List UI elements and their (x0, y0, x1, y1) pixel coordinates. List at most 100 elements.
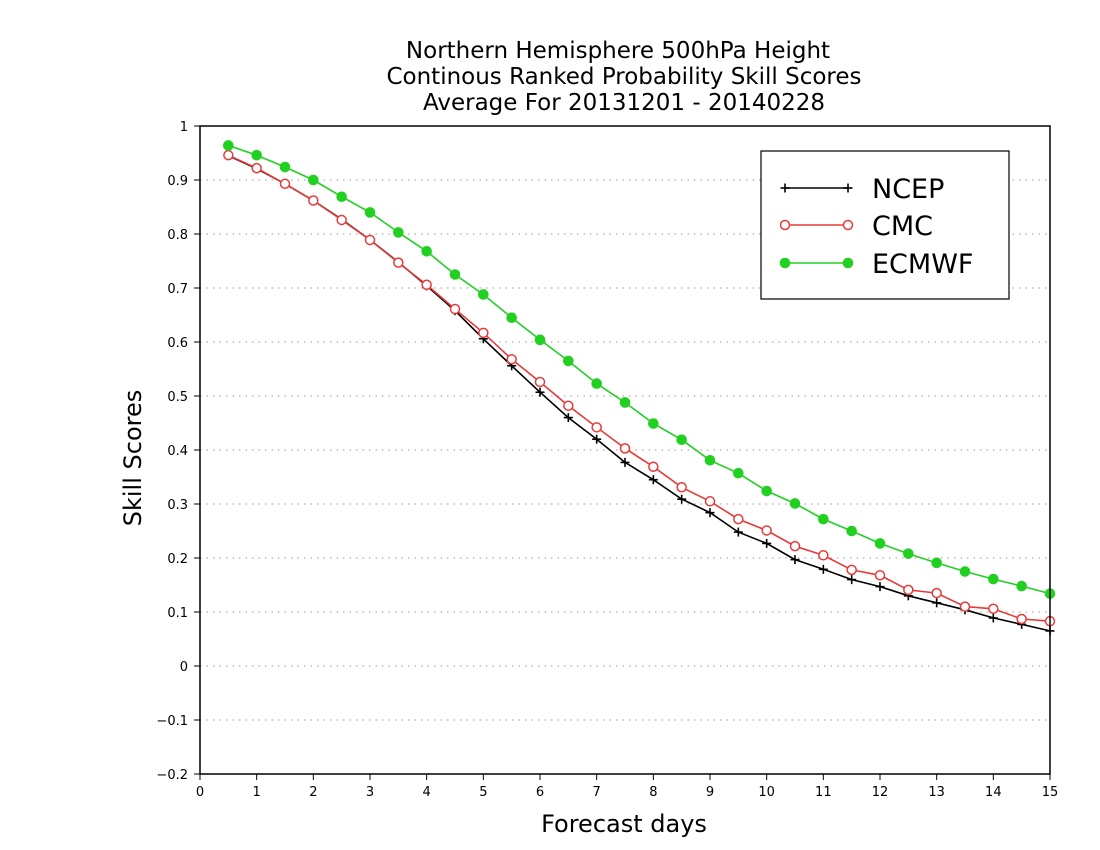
x-tick-label: 15 (1042, 785, 1059, 800)
y-tick-label: 0.4 (167, 444, 188, 459)
ncep-point (705, 508, 715, 518)
ncep-point (847, 575, 857, 585)
legend-marker (779, 257, 791, 269)
x-tick-label: 2 (309, 785, 317, 800)
cmc-point (449, 303, 461, 315)
ecmwf-point (988, 573, 999, 585)
x-tick-label: 10 (758, 785, 775, 800)
cmc-point (563, 400, 574, 411)
ecmwf-point (733, 467, 744, 479)
chart-title-line-1: Northern Hemisphere 500hPa Height (406, 38, 830, 64)
y-tick-label: 0 (180, 660, 188, 675)
ecmwf-point (931, 557, 942, 569)
ncep-point (677, 494, 687, 504)
ecmwf-point (874, 538, 886, 549)
ncep-point (988, 613, 998, 623)
ecmwf-point (761, 485, 772, 497)
cmc-point (364, 234, 376, 246)
x-tick-label: 5 (479, 785, 487, 800)
ncep-point (818, 564, 828, 574)
legend-marker (843, 183, 853, 193)
x-tick-label: 6 (536, 785, 544, 800)
ecmwf-point (421, 245, 432, 257)
ecmwf-point (619, 397, 631, 408)
cmc-point (931, 587, 942, 599)
cmc-point (648, 461, 659, 472)
ecmwf-point (591, 378, 602, 389)
x-tick-label: 0 (196, 785, 204, 800)
cmc-point (704, 496, 716, 507)
ecmwf-point (393, 227, 404, 238)
cmc-point (506, 354, 517, 365)
x-tick-label: 7 (593, 785, 601, 800)
y-tick-label: 0.5 (167, 390, 188, 405)
cmc-point (591, 422, 602, 433)
cmc-point (279, 178, 291, 190)
ecmwf-point (534, 334, 546, 346)
ncep-point (535, 387, 545, 397)
cmc-point (223, 149, 234, 161)
series-ecmwf (223, 140, 1056, 599)
ecmwf-point (959, 566, 971, 577)
cmc-point (478, 327, 489, 339)
legend-item-ncep: NCEP (780, 174, 944, 205)
ecmwf-point (818, 513, 829, 525)
ecmwf-point (846, 525, 857, 537)
ecmwf-point (478, 289, 489, 300)
cmc-point (846, 564, 857, 576)
y-tick-label: −0.1 (156, 714, 188, 729)
x-tick-label: 4 (423, 785, 431, 800)
y-tick-label: 0.2 (167, 552, 188, 567)
y-tick-label: 0.1 (167, 606, 188, 621)
ecmwf-point (648, 418, 659, 429)
ecmwf-point (506, 312, 517, 324)
cmc-point (619, 443, 631, 454)
cmc-point (789, 540, 801, 552)
legend-label: NCEP (872, 174, 944, 205)
cmc-point (959, 601, 971, 612)
cmc-point (818, 550, 829, 561)
legend: NCEP CMC ECMWF (760, 150, 1010, 300)
x-tick-label: 9 (706, 785, 714, 800)
legend-marker (780, 183, 790, 193)
cmc-point (733, 513, 744, 525)
cmc-point (393, 257, 404, 268)
ecmwf-point (903, 548, 914, 559)
legend-marker (842, 257, 854, 269)
ecmwf-point (364, 207, 376, 218)
ecmwf-point (251, 149, 262, 161)
ncep-point (620, 457, 630, 467)
series-layer (223, 140, 1056, 636)
legend-label: ECMWF (872, 249, 973, 280)
ncep-point (592, 434, 602, 444)
y-tick-label: 0.3 (167, 498, 188, 513)
ncep-point (563, 413, 573, 423)
ecmwf-point (336, 191, 347, 203)
y-tick-label: 1 (180, 120, 188, 135)
cmc-point (988, 603, 999, 615)
x-tick-label: 1 (253, 785, 261, 800)
cmc-point (874, 570, 886, 581)
y-tick-label: 0.6 (167, 336, 188, 351)
ecmwf-point (279, 161, 291, 173)
cmc-point (676, 482, 687, 493)
ecmwf-point (449, 269, 461, 280)
y-tick-label: 0.8 (167, 228, 188, 243)
y-tick-label: −0.2 (156, 768, 188, 783)
legend-marker (842, 219, 854, 231)
ecmwf-point (1016, 580, 1027, 592)
legend-marker (779, 219, 791, 231)
chart-title: Northern Hemisphere 500hPa Height Contin… (386, 38, 861, 116)
cmc-point (1016, 613, 1027, 625)
cmc-point (336, 214, 347, 226)
x-axis: 0 1 2 3 4 5 6 7 8 9 10 11 12 13 14 15 (196, 774, 1058, 800)
y-axis-title: Skill Scores (119, 390, 147, 527)
cmc-point (421, 279, 432, 291)
x-tick-label: 8 (649, 785, 657, 800)
y-tick-label: 0.9 (167, 174, 188, 189)
legend-item-ecmwf: ECMWF (779, 249, 973, 280)
legend-label: CMC (872, 211, 933, 242)
plot-frame (199, 125, 1051, 775)
ecmwf-point (563, 355, 574, 367)
